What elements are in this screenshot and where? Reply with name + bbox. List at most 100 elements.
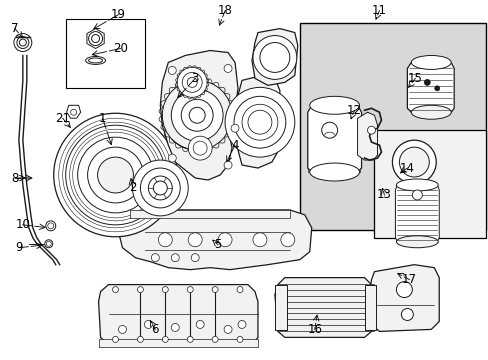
- Circle shape: [46, 221, 56, 231]
- Text: 9: 9: [15, 241, 22, 254]
- Polygon shape: [407, 62, 453, 112]
- Circle shape: [20, 39, 26, 46]
- Bar: [299, 23, 485, 230]
- Circle shape: [98, 157, 133, 193]
- Text: 20: 20: [113, 42, 128, 55]
- Circle shape: [140, 168, 180, 208]
- Circle shape: [171, 254, 179, 262]
- Circle shape: [187, 336, 193, 342]
- Polygon shape: [99, 285, 258, 345]
- Circle shape: [171, 323, 179, 332]
- Polygon shape: [160, 50, 238, 180]
- Text: 4: 4: [231, 139, 238, 152]
- Ellipse shape: [410, 105, 450, 119]
- Text: 3: 3: [191, 72, 199, 85]
- Text: 17: 17: [401, 273, 416, 286]
- Circle shape: [434, 86, 439, 91]
- Circle shape: [196, 320, 203, 328]
- Circle shape: [193, 141, 207, 155]
- Circle shape: [399, 147, 428, 177]
- Ellipse shape: [396, 236, 437, 248]
- Circle shape: [177, 67, 207, 97]
- Text: 7: 7: [11, 22, 19, 35]
- Polygon shape: [307, 160, 359, 172]
- Circle shape: [48, 223, 54, 229]
- Circle shape: [367, 126, 375, 134]
- Circle shape: [137, 287, 143, 293]
- Circle shape: [91, 35, 100, 42]
- Circle shape: [65, 125, 165, 225]
- Circle shape: [242, 104, 277, 140]
- Polygon shape: [99, 339, 258, 347]
- Polygon shape: [251, 28, 297, 85]
- Text: 18: 18: [217, 4, 232, 17]
- Bar: [364, 285, 376, 330]
- Ellipse shape: [309, 163, 359, 181]
- Text: 10: 10: [16, 218, 30, 231]
- Polygon shape: [369, 265, 438, 332]
- Polygon shape: [395, 185, 438, 242]
- Polygon shape: [357, 112, 377, 160]
- Polygon shape: [238, 75, 279, 168]
- Circle shape: [158, 233, 172, 247]
- Circle shape: [212, 287, 218, 293]
- Circle shape: [168, 67, 176, 75]
- Circle shape: [171, 89, 223, 141]
- Ellipse shape: [410, 55, 450, 69]
- Circle shape: [187, 77, 197, 87]
- Circle shape: [151, 254, 159, 262]
- Circle shape: [45, 240, 53, 248]
- Text: 8: 8: [11, 171, 19, 185]
- Circle shape: [54, 113, 177, 237]
- Polygon shape: [274, 278, 374, 337]
- Polygon shape: [130, 210, 289, 218]
- Circle shape: [182, 72, 202, 92]
- Circle shape: [392, 140, 435, 184]
- Circle shape: [162, 287, 168, 293]
- Ellipse shape: [85, 57, 105, 64]
- Text: 14: 14: [399, 162, 414, 175]
- Polygon shape: [307, 105, 361, 172]
- Circle shape: [218, 233, 232, 247]
- Ellipse shape: [309, 96, 359, 114]
- Circle shape: [46, 241, 51, 246]
- Circle shape: [230, 124, 239, 132]
- Bar: [274, 285, 286, 330]
- Text: 11: 11: [371, 4, 386, 17]
- Circle shape: [137, 336, 143, 342]
- Bar: [374, 130, 485, 238]
- Circle shape: [187, 287, 193, 293]
- Circle shape: [252, 36, 296, 80]
- Text: 1: 1: [99, 112, 106, 125]
- Circle shape: [224, 161, 232, 169]
- Polygon shape: [66, 105, 81, 118]
- Circle shape: [17, 37, 29, 49]
- Text: 21: 21: [55, 112, 70, 125]
- Circle shape: [224, 325, 232, 333]
- Circle shape: [112, 287, 118, 293]
- Circle shape: [252, 233, 266, 247]
- Text: 19: 19: [111, 8, 126, 21]
- Polygon shape: [118, 210, 311, 270]
- Circle shape: [280, 233, 294, 247]
- Circle shape: [118, 325, 126, 333]
- Circle shape: [401, 309, 412, 320]
- Circle shape: [237, 336, 243, 342]
- Circle shape: [144, 320, 152, 328]
- Circle shape: [238, 320, 245, 328]
- Text: 2: 2: [128, 181, 136, 194]
- Circle shape: [78, 137, 153, 213]
- Circle shape: [191, 254, 199, 262]
- Circle shape: [237, 287, 243, 293]
- Circle shape: [188, 136, 212, 160]
- Circle shape: [189, 107, 205, 123]
- Circle shape: [71, 109, 77, 115]
- Circle shape: [247, 110, 271, 134]
- Polygon shape: [87, 28, 104, 49]
- Circle shape: [260, 42, 289, 72]
- Circle shape: [132, 160, 188, 216]
- Text: 13: 13: [376, 188, 391, 202]
- Ellipse shape: [88, 58, 102, 63]
- Ellipse shape: [396, 179, 437, 191]
- Text: 5: 5: [214, 238, 222, 251]
